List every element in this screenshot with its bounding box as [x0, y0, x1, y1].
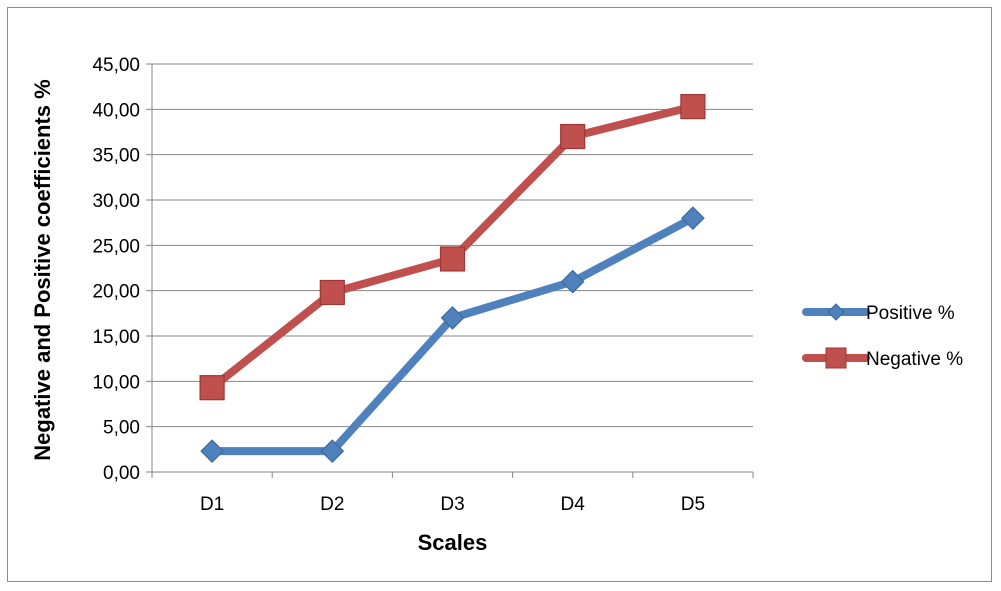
chart-frame [7, 7, 992, 582]
square-marker [439, 246, 466, 272]
y-tick-label: 10,00 [92, 372, 140, 393]
x-tick-label: D4 [561, 494, 586, 515]
square-marker [680, 94, 706, 120]
axes: 0,00 5,00 10,00 15,00 20,00 25,00 30,00 35,00 40… [92, 55, 754, 515]
square-marker [199, 375, 225, 401]
y-tick-label: 25,00 [92, 236, 140, 257]
square-marker [560, 123, 586, 150]
y-tick-label: 0,00 [103, 463, 140, 484]
x-tick-label: D5 [681, 494, 705, 515]
y-tick-label: 35,00 [92, 146, 140, 167]
diamond-marker [681, 206, 705, 230]
diamond-marker [440, 306, 465, 330]
series-group [199, 94, 706, 463]
x-tick-label: D2 [320, 494, 344, 515]
series-negative [199, 94, 706, 401]
legend: Positive % Negative % [802, 303, 963, 370]
square-marker [319, 279, 345, 306]
legend-item: Positive % [802, 303, 955, 324]
x-tick-label: D3 [440, 494, 464, 515]
legend-item: Negative % [802, 347, 963, 370]
y-tick-label: 5,00 [103, 418, 140, 439]
x-tick-label: D1 [200, 494, 224, 515]
square-legend-icon [825, 347, 847, 369]
y-tick-label: 40,00 [92, 100, 140, 121]
y-axis-title: Negative and Positive coefficients % [30, 79, 55, 460]
legend-label: Negative % [866, 349, 963, 370]
y-tick-label: 15,00 [92, 327, 140, 348]
legend-label: Positive % [866, 303, 955, 324]
series-positive [200, 206, 705, 463]
y-tick-label: 30,00 [92, 191, 140, 212]
y-tick-label: 45,00 [92, 55, 140, 76]
x-axis-title: Scales [418, 530, 488, 555]
diamond-marker [200, 439, 224, 463]
diamond-marker [560, 269, 585, 294]
diamond-legend-icon [827, 303, 845, 321]
diamond-marker [320, 439, 345, 463]
y-tick-label: 20,00 [92, 282, 140, 303]
